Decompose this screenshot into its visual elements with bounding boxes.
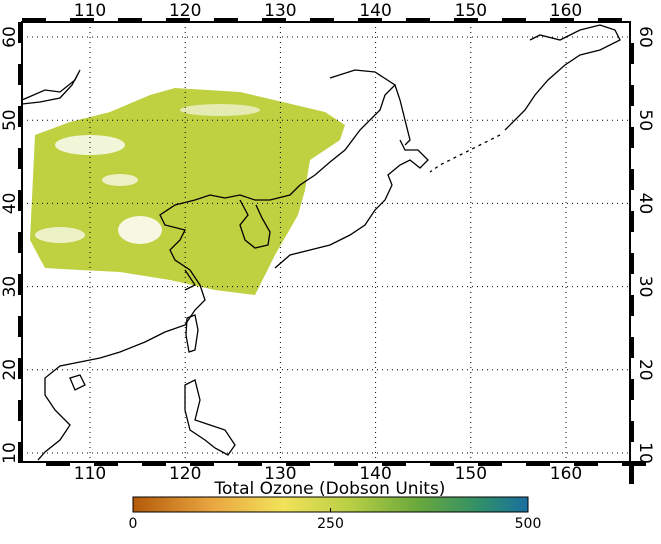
frame-bar [118, 18, 142, 23]
frame-bar [18, 274, 23, 295]
frame-bar [598, 18, 622, 23]
frame-bar [18, 232, 23, 253]
frame-bar [46, 461, 70, 466]
frame-bar [18, 442, 23, 463]
lon-label: 120 [169, 1, 201, 21]
lon-label: 160 [550, 1, 582, 21]
lat-label: 20 [0, 359, 20, 381]
lat-label: 50 [635, 109, 655, 131]
frame-bar [18, 316, 23, 337]
frame-bar [22, 18, 46, 23]
lon-label: 140 [359, 1, 391, 21]
frame-bar [629, 211, 634, 232]
graticule [22, 22, 630, 462]
frame-bar [190, 461, 214, 466]
frame-ticks [18, 18, 646, 484]
frame-bar [18, 106, 23, 127]
lat-label: 10 [0, 442, 20, 464]
lat-label: 20 [635, 359, 655, 381]
frame-bar [214, 18, 238, 23]
lat-label: 40 [635, 193, 655, 215]
lat-label: 50 [0, 109, 20, 131]
lon-label: 120 [169, 464, 201, 484]
lat-label: 60 [635, 26, 655, 48]
frame-bar [70, 18, 94, 23]
frame-bar [629, 85, 634, 106]
frame-bar [454, 18, 478, 23]
lon-label: 110 [74, 1, 106, 21]
frame-bar [629, 169, 634, 190]
frame-bar [18, 148, 23, 169]
lat-label: 40 [0, 193, 20, 215]
frame-bar [382, 461, 406, 466]
frame-bar [502, 18, 526, 23]
frame-bar [430, 461, 454, 466]
frame-bar [310, 18, 334, 23]
frame-bar [478, 461, 502, 466]
frame-bar [629, 463, 634, 484]
lon-label: 150 [455, 1, 487, 21]
lon-label: 130 [264, 464, 296, 484]
lon-label: 110 [74, 464, 106, 484]
frame-bar [629, 337, 634, 358]
frame-bar [550, 18, 574, 23]
frame-bar [18, 64, 23, 85]
frame-bar [18, 22, 23, 43]
lat-label: 60 [0, 26, 20, 48]
frame-bar [358, 18, 382, 23]
frame-bar [574, 461, 598, 466]
frame-bar [629, 43, 634, 64]
frame-bar [629, 295, 634, 316]
frame-bar [262, 18, 286, 23]
frame-bar [526, 461, 550, 466]
colorbar-tick-label: 500 [515, 516, 542, 532]
frame-bar [94, 461, 118, 466]
frame-bar [629, 127, 634, 148]
coastlines [21, 24, 621, 461]
colorbar-tick-label: 0 [129, 516, 138, 532]
frame-bar [238, 461, 262, 466]
colorbar-tick-label: 250 [317, 516, 344, 532]
lat-label: 30 [635, 276, 655, 298]
lat-label: 30 [0, 276, 20, 298]
frame-bar [629, 379, 634, 400]
frame-bar [166, 18, 190, 23]
frame-bar [18, 400, 23, 421]
frame-bar [142, 461, 166, 466]
colorbar-title: Total Ozone (Dobson Units) [214, 479, 446, 499]
lon-label: 140 [359, 464, 391, 484]
ozone-swath [30, 88, 345, 295]
frame-bar [334, 461, 358, 466]
frame-bar [629, 421, 634, 442]
frame-bar [286, 461, 310, 466]
lon-label: 160 [550, 464, 582, 484]
frame-bar [18, 358, 23, 379]
frame-bar [629, 253, 634, 274]
lon-label: 150 [455, 464, 487, 484]
lon-label: 130 [264, 1, 296, 21]
lat-label: 10 [635, 442, 655, 464]
frame-bar [18, 190, 23, 211]
frame-bar [406, 18, 430, 23]
